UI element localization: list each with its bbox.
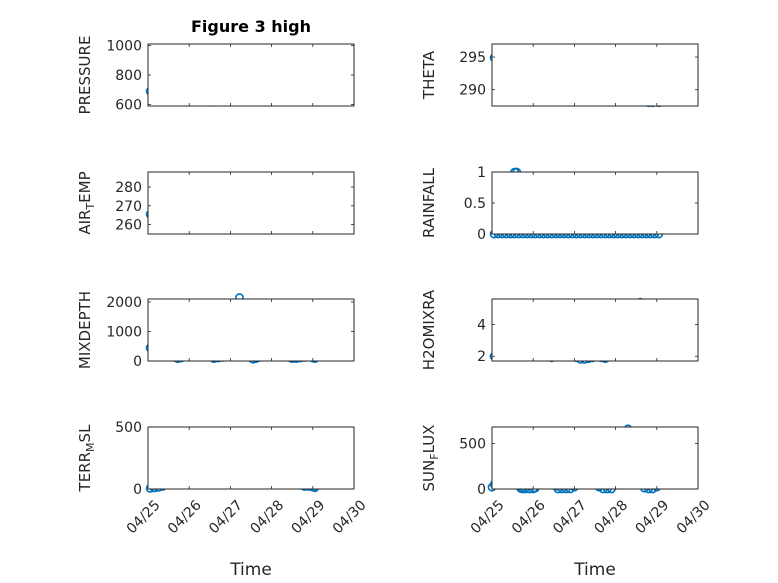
y-tick-label: 280 [115,180,142,196]
panel-pressure: 600 800 1000 PRESSURE Figure 3 high [76,17,355,115]
y-axis-label-main: RAINFALL [420,167,438,238]
y-axis-label: SUNFLUX [420,425,441,492]
y-axis-label-main: THETA [420,50,438,100]
axes-frame [147,426,355,490]
y-axis-label-main: SUN [420,460,438,492]
y-tick-label: 270 [115,199,142,215]
panel-h2omixra: 2 4 H2OMIXRA [420,289,699,370]
y-axis-label-subscript: T [84,203,97,211]
y-axis-label-tail: SL [76,424,94,443]
y-axis-label: MIXDEPTH [76,291,94,369]
y-tick-label: 2 [477,349,486,365]
y-tick-label: 500 [459,436,486,452]
panel-rainfall: 0 0.5 1 RAINFALL [420,165,699,243]
axes-frame [147,298,355,362]
y-axis-label-main: PRESSURE [76,36,94,115]
y-axis-label: THETA [420,50,438,100]
y-axis-label-main: AIR [76,210,94,235]
y-tick-label: 260 [115,218,142,234]
axes-frame [491,426,699,490]
panel-air_temp: 260 270 280 AIRTEMP [76,171,355,235]
xlabel-left: Time [229,560,272,580]
y-axis-label-tail: LUX [420,425,438,454]
y-tick-label: 800 [115,68,142,84]
y-tick-label: 0.5 [464,196,486,212]
y-tick-label: 295 [459,50,486,66]
axes-frame [491,43,699,107]
y-axis-label: PRESSURE [76,36,94,115]
y-axis-label: H2OMIXRA [420,289,438,370]
y-tick-label: 4 [477,317,486,333]
y-axis-label: RAINFALL [420,167,438,238]
y-axis-label-main: TERR [76,452,94,493]
y-tick-label: 600 [115,98,142,114]
axes-frame [147,171,355,235]
y-axis-label-main: MIXDEPTH [76,291,94,369]
chart-title: Figure 3 high [191,17,311,36]
panel-mixdepth: 0 1000 2000 MIXDEPTH [76,291,355,370]
y-tick-label: 2000 [106,295,142,311]
y-axis-label: AIRTEMP [76,171,97,234]
axes-frame [491,171,699,235]
axes-frame [491,298,699,362]
y-axis-label-main: H2OMIXRA [420,289,438,370]
panel-theta: 290 295 THETA [420,43,699,108]
y-axis-label-subscript: M [84,442,97,452]
y-tick-label: 500 [115,420,142,436]
y-tick-label: 1000 [106,324,142,340]
y-tick-label: 1 [477,165,486,181]
y-tick-label: 0 [477,482,486,498]
y-tick-label: 0 [477,227,486,243]
xlabel-right: Time [573,560,616,580]
y-axis-label: TERRMSL [76,424,97,493]
y-axis-label-subscript: F [428,453,441,459]
y-tick-label: 290 [459,83,486,99]
y-axis-label-tail: EMP [76,171,94,202]
axes-frame [147,43,355,107]
y-tick-label: 1000 [106,38,142,54]
y-tick-label: 0 [133,354,142,370]
y-tick-label: 0 [133,482,142,498]
